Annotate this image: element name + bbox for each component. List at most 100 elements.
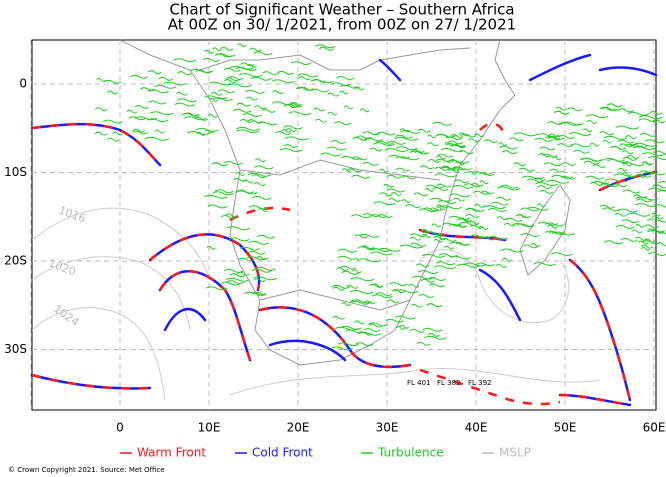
x-tick-label: 20E [287,421,310,435]
turbulence-mark [435,158,455,163]
turbulence-mark [419,165,435,170]
turbulence-mark [621,219,639,224]
turbulence-mark [558,135,575,139]
turbulence-mark [553,110,570,115]
turbulence-mark [478,172,494,177]
isobar-label: 1016 [57,204,88,226]
turbulence-mark [645,171,666,176]
turbulence-mark [544,135,566,140]
turbulence-mark [337,255,358,260]
turbulence-mark [245,96,258,101]
turbulence-mark [236,189,255,194]
turbulence-mark [418,270,439,275]
turbulence-mark [350,277,375,282]
turbulence-mark [533,262,556,267]
turbulence-mark [163,81,187,86]
turbulence-mark [621,162,633,167]
turbulence-mark [284,136,309,141]
turbulence-mark [233,177,248,182]
turbulence-mark [249,205,269,210]
turbulence-mark [131,130,149,135]
turbulence-mark [128,116,146,121]
turbulence-mark [421,253,446,258]
turbulence-mark [271,79,295,84]
turbulence-mark [283,125,303,130]
turbulence-mark [235,172,246,176]
turbulence-mark [107,90,119,95]
turbulence-mark [465,213,480,218]
turbulence-mark [648,187,666,192]
turbulence-mark [140,87,156,92]
turbulence-mark [450,134,464,138]
turbulence-mark [132,128,146,133]
grid [30,40,656,410]
turbulence-mark [651,212,661,217]
turbulence-mark [253,182,266,187]
turbulence-mark [647,156,666,160]
turbulence-mark [187,131,211,135]
isobars [31,207,601,401]
turbulence-mark [246,256,267,261]
turbulence-mark [285,128,297,133]
turbulence-mark [638,115,663,120]
turbulence-mark [394,289,419,294]
turbulence-mark [107,137,120,142]
turbulence-mark [331,284,351,289]
legend-entry: Cold Front [252,446,313,460]
turbulence-mark [592,164,606,169]
turbulence-mark [520,207,540,212]
turbulence-mark [539,146,556,151]
turbulence-mark [618,167,628,172]
turbulence-mark [568,132,592,136]
turbulence-mark [332,286,346,291]
turbulence-mark [448,140,463,145]
turbulence-mark [484,139,498,144]
turbulence-mark [395,134,413,139]
turbulence-mark [351,174,371,179]
turbulence-mark [281,128,291,133]
turbulence-mark [537,221,558,226]
turbulence-mark [547,224,559,229]
turbulence-mark [368,322,389,327]
turbulence-mark [409,150,430,155]
turbulence-mark [429,207,442,212]
turbulence-mark [498,142,508,147]
turbulence-mark [444,142,454,146]
turbulence-mark [173,58,197,63]
turbulence-mark [236,129,259,134]
turbulence-mark [94,131,108,136]
turbulence-mark [641,152,666,157]
turbulence-mark [456,223,467,228]
turbulence-mark [177,71,193,76]
turbulence-mark [239,118,253,123]
turbulence-mark [336,267,349,272]
turbulence-mark [433,238,443,243]
turbulence-mark [612,183,628,188]
turbulence-mark [332,315,346,320]
turbulence-mark [239,246,260,251]
turbulence-mark [228,65,254,70]
turbulence-mark [432,121,453,126]
turbulence-mark [633,142,658,147]
turbulence-mark [635,196,659,201]
y-tick-label: 0 [19,77,27,91]
turbulence-mark [147,89,169,94]
turbulence-mark [448,193,471,198]
turbulence-mark [401,199,411,204]
turbulence-mark [637,240,649,245]
turbulence-mark [297,73,319,78]
turbulence-mark [391,192,402,196]
turbulence-mark [154,129,165,134]
turbulence-mark [387,140,407,145]
turbulence-mark [327,92,340,97]
turbulence-mark [427,159,442,163]
turbulence-mark [249,47,262,52]
turbulence-mark [315,118,327,123]
turbulence-mark [205,286,228,291]
turbulence-mark [635,236,648,241]
turbulence-mark [373,201,396,206]
turbulence-mark [330,140,346,144]
turbulence-mark [257,234,275,239]
turbulence-mark [337,342,359,347]
turbulence-mark [546,179,570,184]
